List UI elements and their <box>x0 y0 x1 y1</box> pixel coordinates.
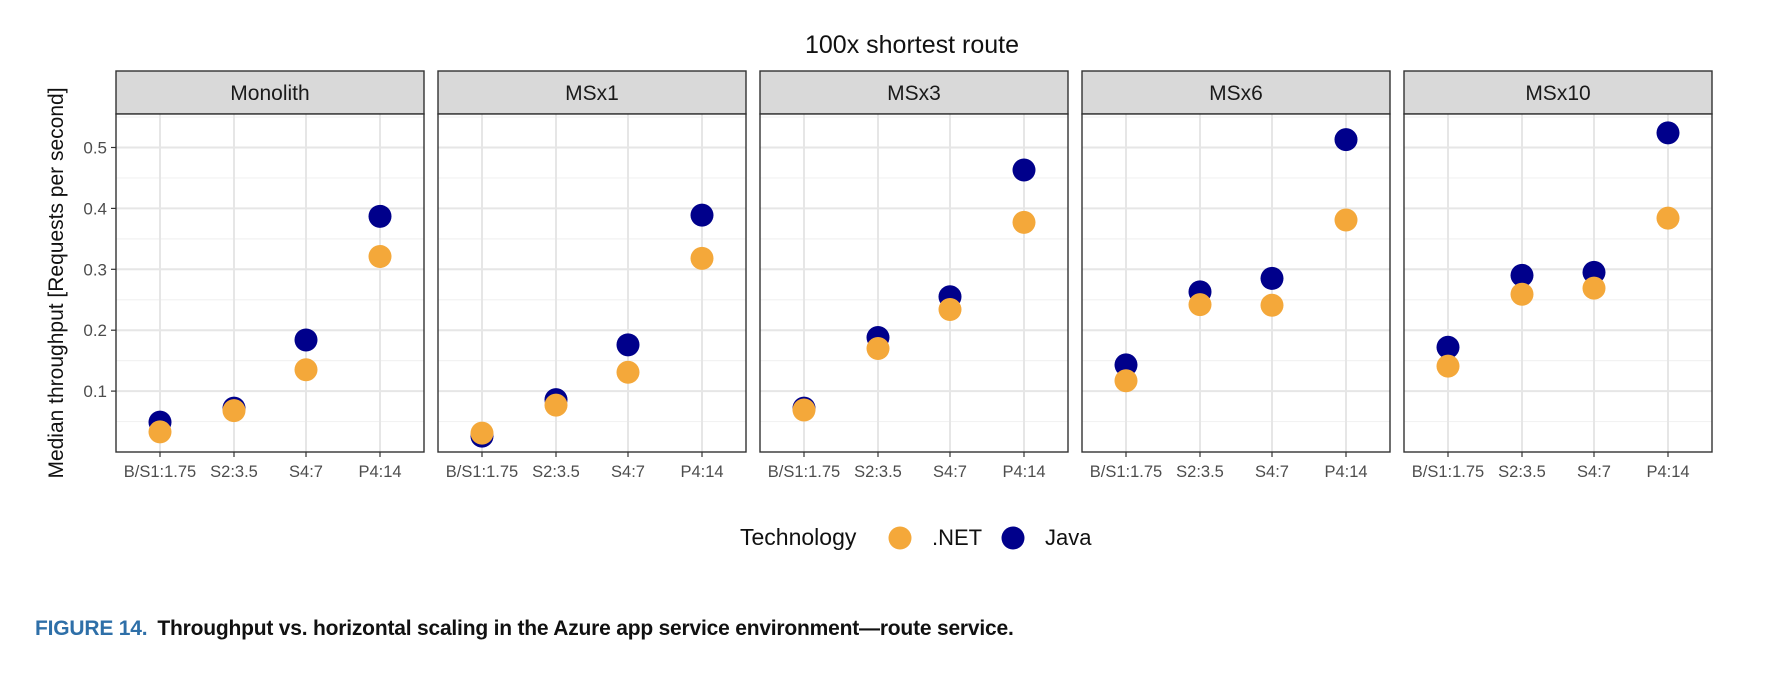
data-point-java-1 <box>1510 263 1534 287</box>
data-point-net-2 <box>938 297 962 321</box>
data-point-net-0 <box>148 420 172 444</box>
data-point-net-2 <box>1582 276 1606 300</box>
facet-panel-monolith: Monolith B/S1:1.75 S2:3.5 S4:7 P4:14 <box>115 70 425 481</box>
x-tick-label: S2:3.5 <box>854 463 902 481</box>
panel-border <box>115 113 425 453</box>
x-tick-label: S4:7 <box>933 463 967 481</box>
chart-figure: 100x shortest route Median throughput [R… <box>45 31 1713 550</box>
chart-title: 100x shortest route <box>805 31 1019 59</box>
data-point-net-0 <box>792 398 816 422</box>
facet-strip-label: MSx6 <box>1209 82 1263 105</box>
legend: Technology .NET Java <box>740 524 1092 550</box>
legend-title: Technology <box>740 524 857 550</box>
x-tick-label: S2:3.5 <box>532 463 580 481</box>
data-point-java-3 <box>368 204 392 228</box>
facet-strip <box>1081 70 1391 115</box>
data-point-net-1 <box>222 399 246 423</box>
plot-background <box>1082 114 1390 452</box>
data-point-net-3 <box>1012 210 1036 234</box>
figure-caption-text: Throughput vs. horizontal scaling in the… <box>157 617 1014 640</box>
legend-label: .NET <box>932 525 982 550</box>
x-tick-label: B/S1:1.75 <box>124 463 196 481</box>
facet-panel-msx6: MSx6 B/S1:1.75 S2:3.5 S4:7 P4:14 <box>1081 70 1391 481</box>
x-tick-label: B/S1:1.75 <box>1090 463 1162 481</box>
data-point-java-3 <box>1334 128 1358 152</box>
figure-caption-label: FIGURE 14. <box>35 617 148 640</box>
data-point-net-1 <box>1510 282 1534 306</box>
plot-background <box>116 114 424 452</box>
data-point-net-3 <box>368 245 392 269</box>
legend-key-java <box>1001 526 1025 550</box>
panel-border <box>437 113 747 453</box>
facet-strip-label: MSx3 <box>887 82 941 105</box>
x-tick-label: P4:14 <box>1646 463 1689 481</box>
data-point-net-3 <box>1334 208 1358 232</box>
data-point-net-3 <box>690 246 714 270</box>
data-point-java-2 <box>294 328 318 352</box>
data-point-java-0 <box>1114 353 1138 377</box>
x-tick-label: S4:7 <box>1255 463 1289 481</box>
data-point-java-3 <box>690 203 714 227</box>
y-tick-label: 0.5 <box>83 138 107 157</box>
facet-strip <box>1403 70 1713 115</box>
legend-label: Java <box>1045 525 1092 550</box>
data-point-net-0 <box>470 421 494 445</box>
x-tick-label: P4:14 <box>1002 463 1045 481</box>
x-tick-label: B/S1:1.75 <box>1412 463 1484 481</box>
data-point-net-2 <box>616 360 640 384</box>
plot-background <box>438 114 746 452</box>
data-point-java-2 <box>616 333 640 357</box>
y-axis-label: Median throughput [Requests per second] <box>45 87 68 478</box>
data-point-java-3 <box>1012 158 1036 182</box>
data-point-net-0 <box>1114 369 1138 393</box>
panel-border <box>1403 113 1713 453</box>
x-tick-label: S2:3.5 <box>1498 463 1546 481</box>
x-tick-label: P4:14 <box>1324 463 1367 481</box>
x-tick-label: B/S1:1.75 <box>446 463 518 481</box>
y-tick-label: 0.2 <box>83 321 107 340</box>
facet-strip-label: MSx10 <box>1525 82 1590 105</box>
x-tick-label: S4:7 <box>289 463 323 481</box>
facet-panel-msx1: MSx1 B/S1:1.75 S2:3.5 S4:7 P4:14 <box>437 70 747 481</box>
x-tick-label: S4:7 <box>611 463 645 481</box>
data-point-net-1 <box>866 336 890 360</box>
facet-panel-msx10: MSx10 B/S1:1.75 S2:3.5 S4:7 P4:14 <box>1403 70 1713 481</box>
facet-strip <box>115 70 425 115</box>
x-tick-label: S4:7 <box>1577 463 1611 481</box>
facet-panels: Monolith B/S1:1.75 S2:3.5 S4:7 P4:14 MSx1 B/S1… <box>83 70 1713 481</box>
x-tick-label: B/S1:1.75 <box>768 463 840 481</box>
y-tick-label: 0.4 <box>83 199 107 218</box>
data-point-net-0 <box>1436 354 1460 378</box>
facet-strip-label: Monolith <box>230 82 309 105</box>
x-tick-label: P4:14 <box>358 463 401 481</box>
y-axis: 0.1 0.2 0.3 0.4 0.5 <box>83 138 116 401</box>
data-point-java-2 <box>1582 260 1606 284</box>
panel-border <box>1081 113 1391 453</box>
legend-key-net <box>888 526 912 550</box>
data-point-net-2 <box>1260 293 1284 317</box>
data-point-net-2 <box>294 358 318 382</box>
data-point-net-1 <box>1188 293 1212 317</box>
facet-strip <box>437 70 747 115</box>
y-tick-label: 0.3 <box>83 260 107 279</box>
data-point-java-0 <box>1436 335 1460 359</box>
x-tick-label: P4:14 <box>680 463 723 481</box>
y-tick-label: 0.1 <box>83 382 107 401</box>
plot-background <box>1404 114 1712 452</box>
data-point-net-1 <box>544 393 568 417</box>
panel-border <box>759 113 1069 453</box>
facet-strip-label: MSx1 <box>565 82 619 105</box>
data-point-java-2 <box>1260 266 1284 290</box>
x-tick-label: S2:3.5 <box>1176 463 1224 481</box>
data-point-java-3 <box>1656 121 1680 145</box>
data-point-net-3 <box>1656 206 1680 230</box>
facet-panel-msx3: MSx3 B/S1:1.75 S2:3.5 S4:7 P4:14 <box>759 70 1069 481</box>
x-tick-label: S2:3.5 <box>210 463 258 481</box>
figure-caption: FIGURE 14. Throughput vs. horizontal scal… <box>35 617 1014 641</box>
